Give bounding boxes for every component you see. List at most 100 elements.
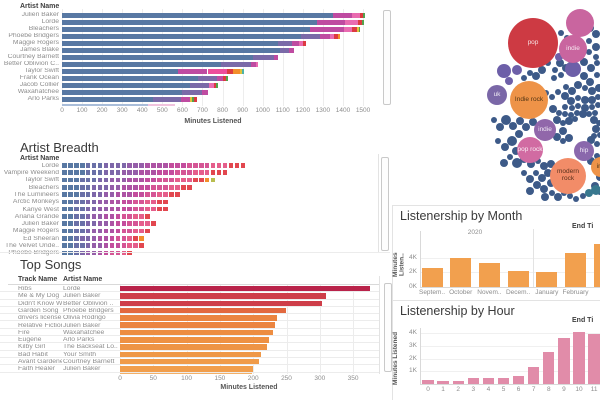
breadth-square[interactable]: [145, 206, 150, 212]
breadth-square[interactable]: [204, 170, 210, 175]
bar[interactable]: [452, 381, 464, 384]
breadth-square[interactable]: [127, 170, 133, 175]
genre-bubble[interactable]: [591, 133, 597, 139]
genre-bubble[interactable]: [544, 169, 552, 177]
breadth-square[interactable]: [139, 214, 145, 219]
breadth-square[interactable]: [163, 199, 168, 205]
bar-segment[interactable]: [62, 96, 154, 103]
track-name-cell[interactable]: Kilby Girl: [18, 344, 46, 351]
breadth-square[interactable]: [192, 163, 198, 168]
breadth-square[interactable]: [85, 206, 91, 212]
breadth-square[interactable]: [127, 177, 133, 183]
breadth-square[interactable]: [103, 177, 109, 183]
breadth-square[interactable]: [139, 192, 145, 197]
genre-bubble[interactable]: [521, 75, 527, 81]
genre-bubble[interactable]: [574, 110, 580, 116]
bar-segment[interactable]: [343, 26, 352, 33]
breadth-square[interactable]: [97, 214, 103, 219]
bar-segment[interactable]: [337, 33, 340, 40]
track-name-cell[interactable]: Faith Healer: [18, 366, 56, 373]
breadth-square[interactable]: [85, 228, 91, 234]
genre-bubble[interactable]: [567, 193, 573, 199]
bar-segment[interactable]: [316, 19, 345, 26]
genre-bubble[interactable]: [555, 89, 561, 95]
bar-segment[interactable]: [352, 26, 358, 33]
genre-bubble[interactable]: [565, 117, 573, 125]
breadth-square[interactable]: [97, 206, 103, 212]
genre-bubble[interactable]: [512, 147, 520, 155]
track-name-column-header[interactable]: Track Name: [18, 276, 58, 283]
breadth-square[interactable]: [85, 214, 91, 219]
genre-bubble[interactable]: [592, 30, 600, 38]
breadth-square[interactable]: [210, 177, 216, 183]
breadth-square[interactable]: [73, 199, 79, 205]
breadth-square[interactable]: [204, 163, 210, 168]
track-name-cell[interactable]: Ribs: [18, 286, 32, 292]
genre-bubble[interactable]: [521, 170, 527, 176]
bar-segment[interactable]: [241, 68, 244, 75]
bar[interactable]: [478, 262, 500, 287]
genre-bubble[interactable]: [500, 159, 508, 167]
genre-bubble[interactable]: [568, 87, 576, 95]
breadth-square[interactable]: [97, 192, 103, 197]
breadth-square[interactable]: [198, 170, 204, 175]
bar-segment[interactable]: [62, 40, 278, 47]
breadth-square[interactable]: [97, 243, 103, 248]
breadth-square[interactable]: [216, 163, 222, 168]
breadth-square[interactable]: [151, 192, 156, 197]
breadth-square[interactable]: [151, 199, 156, 205]
bar-segment[interactable]: [181, 96, 191, 103]
bar-segment[interactable]: [362, 19, 365, 26]
breadth-square[interactable]: [133, 177, 139, 183]
track-name-cell[interactable]: drivers license: [18, 315, 62, 322]
genre-bubble[interactable]: [568, 112, 574, 118]
bar[interactable]: [558, 338, 570, 384]
breadth-square[interactable]: [97, 177, 103, 183]
breadth-square[interactable]: [186, 163, 192, 168]
breadth-square[interactable]: [127, 214, 133, 219]
genre-bubble[interactable]: [580, 58, 588, 66]
bar-segment[interactable]: [178, 68, 208, 75]
breadth-square[interactable]: [91, 228, 97, 234]
breadth-square[interactable]: [67, 206, 73, 212]
breadth-square[interactable]: [67, 192, 73, 197]
breadth-square[interactable]: [228, 163, 234, 168]
genre-bubble[interactable]: [540, 185, 548, 193]
genre-bubble[interactable]: indie: [534, 119, 556, 141]
genre-bubble[interactable]: [529, 118, 537, 126]
genre-bubble[interactable]: [579, 110, 587, 118]
genre-bubble[interactable]: [562, 104, 568, 110]
breadth-square[interactable]: [127, 243, 133, 248]
genre-bubble[interactable]: [592, 110, 598, 116]
bar-segment[interactable]: [358, 19, 363, 26]
breadth-square[interactable]: [73, 163, 79, 168]
breadth-square[interactable]: [103, 228, 109, 234]
breadth-square[interactable]: [151, 221, 156, 227]
artist-name-column-header[interactable]: Artist Name: [63, 276, 103, 283]
breadth-square[interactable]: [169, 184, 174, 190]
breadth-square[interactable]: [157, 177, 162, 183]
genre-bubble[interactable]: [553, 116, 561, 124]
genre-bubble[interactable]: [580, 193, 586, 199]
breadth-square[interactable]: [109, 236, 115, 241]
breadth-square[interactable]: [127, 228, 133, 234]
bar[interactable]: [120, 358, 259, 365]
breadth-square[interactable]: [91, 192, 97, 197]
genre-bubble[interactable]: [538, 174, 546, 182]
genre-bubble[interactable]: [567, 97, 575, 105]
breadth-square[interactable]: [145, 221, 150, 227]
genre-bubble[interactable]: [496, 123, 504, 131]
breadth-square[interactable]: [121, 221, 127, 227]
breadth-square[interactable]: [210, 163, 216, 168]
breadth-square[interactable]: [133, 192, 139, 197]
genre-bubble[interactable]: [555, 53, 563, 61]
bar-segment[interactable]: [252, 54, 275, 61]
breadth-square[interactable]: [73, 184, 79, 190]
genre-bubble[interactable]: [585, 189, 593, 197]
bar[interactable]: [536, 271, 558, 287]
breadth-square[interactable]: [133, 221, 139, 227]
breadth-square[interactable]: [175, 177, 180, 183]
bar-segment[interactable]: [62, 33, 301, 40]
genre-bubble[interactable]: [582, 85, 588, 91]
breadth-square[interactable]: [151, 170, 156, 175]
